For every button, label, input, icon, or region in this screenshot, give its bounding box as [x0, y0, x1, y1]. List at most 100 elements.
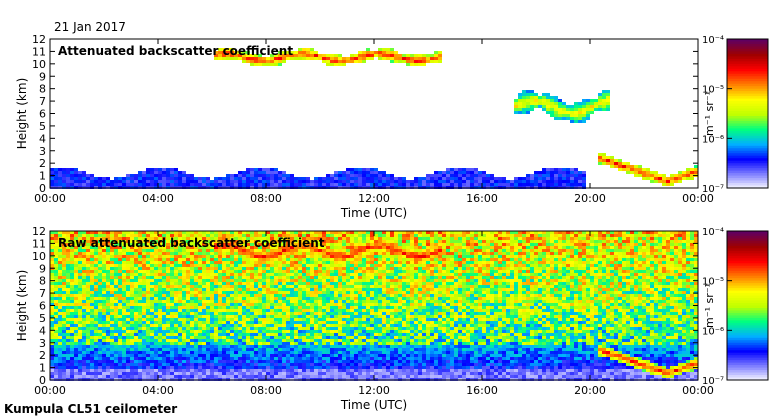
heatmap-cell [258, 171, 262, 174]
heatmap-cell [246, 357, 250, 360]
heatmap-cell [190, 363, 194, 366]
heatmap-cell [194, 321, 198, 324]
heatmap-cell [138, 261, 142, 264]
heatmap-cell [238, 267, 242, 270]
heatmap-cell [582, 114, 586, 117]
y-tick-label: 9 [39, 70, 46, 83]
heatmap-cell [74, 291, 78, 294]
heatmap-cell [122, 312, 126, 315]
heatmap-cell [170, 183, 174, 186]
heatmap-cell [294, 297, 298, 300]
heatmap-cell [90, 327, 94, 330]
heatmap-cell [90, 177, 94, 180]
heatmap-cell [450, 174, 454, 177]
heatmap-cell [98, 282, 102, 285]
heatmap-cell [102, 180, 106, 183]
heatmap-cell [238, 177, 242, 180]
heatmap-cell [70, 249, 74, 252]
heatmap-cell [282, 312, 286, 315]
heatmap-cell [150, 288, 154, 291]
heatmap-cell [290, 276, 294, 279]
heatmap-cell [186, 231, 190, 234]
heatmap-cell [186, 300, 190, 303]
heatmap-cell [170, 264, 174, 267]
heatmap-cell [322, 339, 326, 342]
heatmap-cell [254, 348, 258, 351]
heatmap-cell [478, 177, 482, 180]
heatmap-cell [226, 270, 230, 273]
heatmap-cell [150, 249, 154, 252]
heatmap-cell [130, 369, 134, 372]
heatmap-cell [334, 315, 338, 318]
heatmap-cell [118, 261, 122, 264]
heatmap-cell [102, 231, 106, 234]
heatmap-cell [150, 342, 154, 345]
heatmap-cell [294, 264, 298, 267]
heatmap-cell [102, 348, 106, 351]
heatmap-cell [338, 177, 342, 180]
heatmap-cell [274, 342, 278, 345]
heatmap-cell [122, 276, 126, 279]
heatmap-cell [126, 261, 130, 264]
heatmap-cell [522, 93, 526, 96]
heatmap-cell [186, 174, 190, 177]
heatmap-cell [154, 171, 158, 174]
heatmap-cell [54, 294, 58, 297]
heatmap-cell [106, 180, 110, 183]
heatmap-cell [294, 180, 298, 183]
heatmap-cell [130, 297, 134, 300]
heatmap-cell [282, 57, 286, 60]
heatmap-cell [554, 114, 558, 117]
heatmap-cell [118, 351, 122, 354]
heatmap-cell [182, 300, 186, 303]
heatmap-cell [158, 366, 162, 369]
heatmap-cell [98, 255, 102, 258]
heatmap-cell [338, 276, 342, 279]
heatmap-cell [314, 348, 318, 351]
heatmap-cell [510, 180, 514, 183]
heatmap-cell [266, 183, 270, 186]
heatmap-cell [190, 264, 194, 267]
heatmap-cell [298, 231, 302, 234]
heatmap-cell [246, 294, 250, 297]
heatmap-cell [334, 366, 338, 369]
heatmap-cell [258, 237, 262, 240]
heatmap-cell [230, 279, 234, 282]
heatmap-cell [170, 354, 174, 357]
heatmap-cell [590, 102, 594, 105]
heatmap-cell [146, 234, 150, 237]
heatmap-cell [98, 243, 102, 246]
heatmap-cell [546, 93, 550, 96]
heatmap-cell [362, 51, 366, 54]
heatmap-cell [238, 321, 242, 324]
heatmap-cell [306, 183, 310, 186]
heatmap-cell [134, 258, 138, 261]
heatmap-cell [138, 342, 142, 345]
heatmap-cell [286, 240, 290, 243]
heatmap-cell [290, 282, 294, 285]
heatmap-cell [310, 270, 314, 273]
heatmap-cell [542, 177, 546, 180]
heatmap-cell [202, 246, 206, 249]
heatmap-cell [82, 177, 86, 180]
heatmap-cell [250, 285, 254, 288]
heatmap-cell [70, 318, 74, 321]
heatmap-cell [318, 237, 322, 240]
heatmap-cell [202, 261, 206, 264]
heatmap-cell [174, 285, 178, 288]
heatmap-cell [478, 183, 482, 186]
heatmap-cell [82, 351, 86, 354]
heatmap-cell [78, 282, 82, 285]
heatmap-cell [170, 294, 174, 297]
heatmap-cell [170, 315, 174, 318]
heatmap-cell [338, 264, 342, 267]
heatmap-cell [54, 318, 58, 321]
heatmap-cell [266, 309, 270, 312]
heatmap-cell [70, 324, 74, 327]
heatmap-cell [214, 321, 218, 324]
heatmap-cell [274, 330, 278, 333]
heatmap-cell [250, 297, 254, 300]
heatmap-cell [262, 240, 266, 243]
colorbar-segment [727, 130, 768, 134]
heatmap-cell [186, 366, 190, 369]
